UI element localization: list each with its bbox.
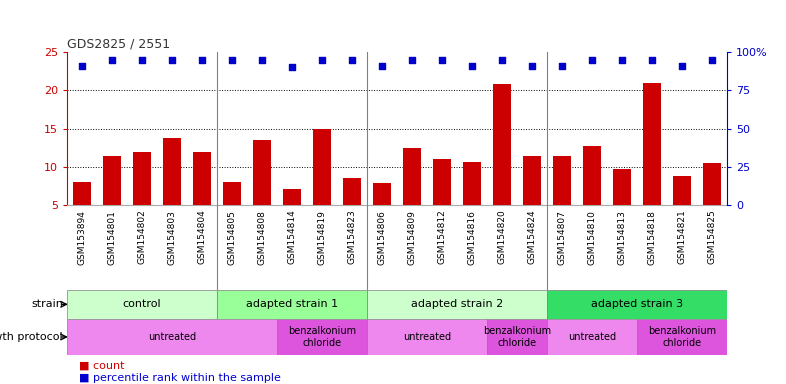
Point bbox=[255, 56, 268, 63]
Text: GSM154818: GSM154818 bbox=[648, 210, 656, 265]
Point bbox=[135, 56, 148, 63]
Bar bbox=[283, 189, 301, 205]
Bar bbox=[553, 156, 571, 205]
Bar bbox=[643, 83, 661, 205]
Bar bbox=[523, 156, 541, 205]
Point bbox=[406, 56, 418, 63]
Point bbox=[615, 56, 628, 63]
Text: GSM154810: GSM154810 bbox=[587, 210, 597, 265]
Text: untreated: untreated bbox=[403, 332, 451, 342]
Bar bbox=[253, 140, 271, 205]
Text: growth protocol: growth protocol bbox=[0, 332, 63, 342]
Text: GSM154806: GSM154806 bbox=[377, 210, 387, 265]
Point bbox=[646, 56, 659, 63]
Text: control: control bbox=[123, 299, 161, 310]
Point bbox=[586, 56, 598, 63]
Text: GSM154802: GSM154802 bbox=[138, 210, 146, 265]
Text: GSM154801: GSM154801 bbox=[108, 210, 116, 265]
Text: ■ count: ■ count bbox=[79, 360, 124, 370]
Bar bbox=[163, 138, 181, 205]
Point bbox=[226, 56, 238, 63]
Text: GSM154825: GSM154825 bbox=[707, 210, 717, 265]
Point bbox=[346, 56, 358, 63]
Bar bbox=[277, 319, 367, 355]
Bar bbox=[583, 146, 601, 205]
Text: benzalkonium
chloride: benzalkonium chloride bbox=[483, 326, 551, 348]
Text: GSM154819: GSM154819 bbox=[318, 210, 326, 265]
Bar bbox=[223, 182, 241, 205]
Bar bbox=[613, 169, 631, 205]
Text: GSM153894: GSM153894 bbox=[77, 210, 86, 265]
Text: GSM154816: GSM154816 bbox=[468, 210, 476, 265]
Bar bbox=[343, 178, 361, 205]
Text: adapted strain 1: adapted strain 1 bbox=[246, 299, 338, 310]
Bar bbox=[637, 319, 727, 355]
Point bbox=[75, 63, 88, 69]
Point bbox=[706, 56, 718, 63]
Bar bbox=[463, 162, 481, 205]
Bar bbox=[67, 290, 217, 319]
Text: GSM154824: GSM154824 bbox=[527, 210, 537, 264]
Text: benzalkonium
chloride: benzalkonium chloride bbox=[288, 326, 356, 348]
Bar bbox=[73, 182, 91, 205]
Point bbox=[556, 63, 568, 69]
Bar bbox=[433, 159, 451, 205]
Bar bbox=[547, 319, 637, 355]
Bar bbox=[373, 183, 391, 205]
Point bbox=[285, 64, 298, 70]
Text: GSM154804: GSM154804 bbox=[197, 210, 207, 265]
Text: ■ percentile rank within the sample: ■ percentile rank within the sample bbox=[79, 373, 281, 383]
Point bbox=[435, 56, 448, 63]
Bar bbox=[313, 129, 331, 205]
Bar bbox=[217, 290, 367, 319]
Point bbox=[376, 63, 388, 69]
Point bbox=[676, 63, 689, 69]
Text: GSM154814: GSM154814 bbox=[288, 210, 296, 265]
Bar bbox=[67, 319, 277, 355]
Bar bbox=[367, 319, 487, 355]
Text: untreated: untreated bbox=[568, 332, 616, 342]
Text: GSM154820: GSM154820 bbox=[498, 210, 506, 265]
Point bbox=[316, 56, 329, 63]
Text: GSM154809: GSM154809 bbox=[407, 210, 417, 265]
Text: GDS2825 / 2551: GDS2825 / 2551 bbox=[67, 38, 170, 51]
Bar bbox=[673, 176, 691, 205]
Bar bbox=[193, 152, 211, 205]
Bar bbox=[547, 290, 727, 319]
Text: adapted strain 2: adapted strain 2 bbox=[411, 299, 503, 310]
Text: GSM154812: GSM154812 bbox=[438, 210, 446, 265]
Point bbox=[496, 56, 509, 63]
Text: GSM154808: GSM154808 bbox=[257, 210, 266, 265]
Text: GSM154813: GSM154813 bbox=[618, 210, 626, 265]
Text: adapted strain 3: adapted strain 3 bbox=[591, 299, 683, 310]
Text: GSM154807: GSM154807 bbox=[557, 210, 567, 265]
Text: strain: strain bbox=[31, 299, 63, 310]
Point bbox=[196, 56, 208, 63]
Bar bbox=[367, 290, 547, 319]
Point bbox=[526, 63, 538, 69]
Text: untreated: untreated bbox=[148, 332, 196, 342]
Bar bbox=[487, 319, 547, 355]
Text: GSM154823: GSM154823 bbox=[347, 210, 356, 265]
Point bbox=[166, 56, 178, 63]
Text: GSM154821: GSM154821 bbox=[678, 210, 686, 265]
Text: GSM154803: GSM154803 bbox=[167, 210, 176, 265]
Bar bbox=[403, 148, 421, 205]
Text: GSM154805: GSM154805 bbox=[227, 210, 237, 265]
Bar bbox=[133, 152, 151, 205]
Bar bbox=[703, 163, 721, 205]
Text: benzalkonium
chloride: benzalkonium chloride bbox=[648, 326, 716, 348]
Bar bbox=[493, 84, 511, 205]
Point bbox=[105, 56, 118, 63]
Point bbox=[465, 63, 478, 69]
Bar bbox=[103, 156, 121, 205]
